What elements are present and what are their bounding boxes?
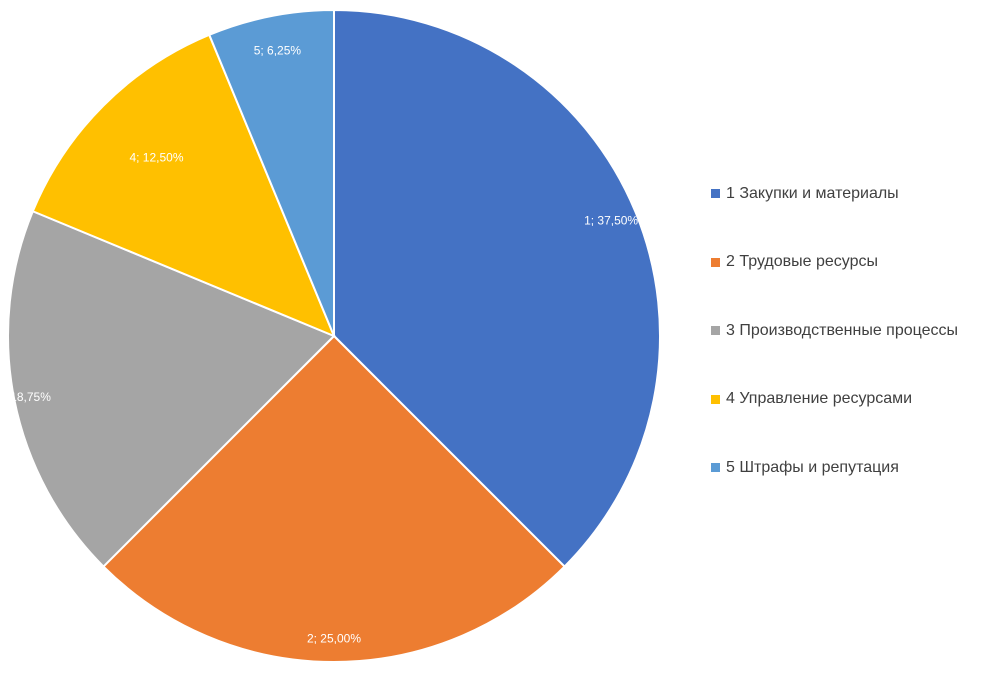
pie-data-labels: 1; 37,50% 2; 25,00% 3; 18,75% 4; 12,50% 5; 6… bbox=[0, 44, 638, 646]
legend-item-1: 1 Закупки и материалы bbox=[711, 180, 1001, 207]
legend-item-2: 2 Трудовые ресурсы bbox=[711, 249, 1001, 276]
legend-label-2: 2 Трудовые ресурсы bbox=[726, 253, 878, 270]
data-label-3: 3; 18,75% bbox=[0, 390, 51, 404]
data-label-1: 1; 37,50% bbox=[584, 213, 638, 227]
legend-label-4: 4 Управление ресурсами bbox=[726, 390, 913, 407]
pie-slice-3 bbox=[7, 209, 336, 568]
legend-swatch-4 bbox=[711, 394, 720, 404]
legend-label-1: 1 Закупки и материалы bbox=[726, 184, 899, 202]
legend-swatch-2 bbox=[711, 257, 720, 267]
pie-slice-1 bbox=[333, 8, 661, 568]
legend-swatch-1 bbox=[711, 189, 720, 198]
legend-label-3: 3 Производственные процессы bbox=[726, 321, 959, 339]
data-label-2: 2; 25,00% bbox=[307, 631, 361, 645]
legend-swatch-5 bbox=[711, 463, 720, 472]
data-label-4: 4; 12,50% bbox=[129, 151, 183, 165]
pie-slice-5 bbox=[207, 8, 335, 337]
legend-item-5: 5 Штрафы и репутация bbox=[711, 454, 1001, 481]
pie-slices bbox=[7, 8, 661, 663]
legend-swatch-3 bbox=[711, 326, 720, 335]
data-label-5: 5; 6,25% bbox=[254, 44, 302, 58]
chart-legend: 1 Закупки и материалы 2 Трудовые ресурсы… bbox=[711, 180, 1001, 523]
pie-slice-2 bbox=[102, 334, 566, 663]
legend-item-3: 3 Производственные процессы bbox=[711, 317, 1001, 344]
legend-item-4: 4 Управление ресурсами bbox=[711, 386, 1001, 413]
pie-slice-4 bbox=[31, 33, 336, 338]
legend-label-5: 5 Штрафы и репутация bbox=[726, 458, 899, 476]
